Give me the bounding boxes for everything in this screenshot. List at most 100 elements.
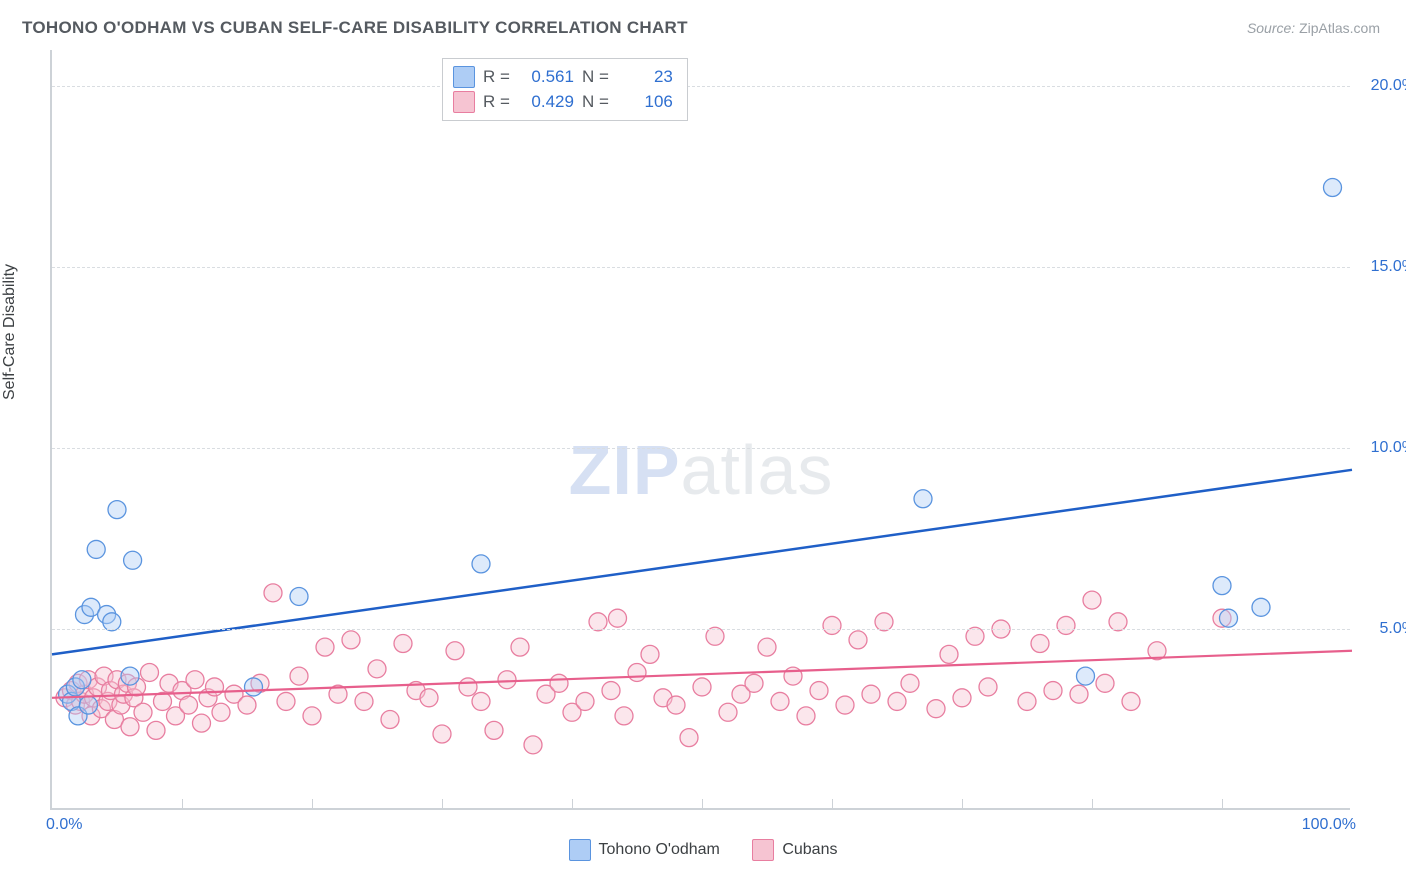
legend-bottom-swatch-tohono [569, 839, 591, 861]
scatter-point [1324, 179, 1342, 197]
scatter-point [1083, 591, 1101, 609]
scatter-point [680, 729, 698, 747]
legend-stats-row-cubans: R = 0.429 N = 106 [453, 90, 673, 115]
scatter-point [485, 721, 503, 739]
trend-line [52, 470, 1352, 655]
y-tick-label: 5.0% [1356, 620, 1406, 638]
scatter-point [609, 609, 627, 627]
scatter-point [368, 660, 386, 678]
legend-r-value-tohono: 0.561 [518, 65, 574, 90]
scatter-point [121, 718, 139, 736]
legend-n-value-cubans: 106 [617, 90, 673, 115]
scatter-point [771, 692, 789, 710]
legend-n-label-2: N = [582, 90, 609, 115]
scatter-point [524, 736, 542, 754]
scatter-point [550, 674, 568, 692]
scatter-point [316, 638, 334, 656]
legend-r-value-cubans: 0.429 [518, 90, 574, 115]
scatter-point [342, 631, 360, 649]
x-minor-tick [442, 799, 443, 809]
scatter-point [1070, 685, 1088, 703]
scatter-point [1018, 692, 1036, 710]
scatter-point [940, 645, 958, 663]
gridline [52, 86, 1350, 87]
scatter-point [836, 696, 854, 714]
scatter-point [355, 692, 373, 710]
gridline [52, 448, 1350, 449]
scatter-point [1057, 616, 1075, 634]
legend-bottom: Tohono O'odham Cubans [0, 839, 1406, 866]
x-minor-tick [702, 799, 703, 809]
source-attribution: Source: ZipAtlas.com [1247, 20, 1380, 36]
legend-swatch-tohono [453, 66, 475, 88]
scatter-point [914, 490, 932, 508]
legend-n-label: N = [582, 65, 609, 90]
scatter-point [134, 703, 152, 721]
scatter-point [459, 678, 477, 696]
scatter-point [927, 700, 945, 718]
x-minor-tick [962, 799, 963, 809]
scatter-point [245, 678, 263, 696]
plot-area: ZIPatlas 5.0%10.0%15.0%20.0%0.0%100.0% [50, 50, 1350, 810]
scatter-point [719, 703, 737, 721]
scatter-point [472, 555, 490, 573]
x-minor-tick [312, 799, 313, 809]
scatter-point [797, 707, 815, 725]
legend-item-tohono: Tohono O'odham [569, 839, 720, 861]
scatter-point [141, 663, 159, 681]
legend-n-value-tohono: 23 [617, 65, 673, 90]
scatter-point [615, 707, 633, 725]
chart-container: TOHONO O'ODHAM VS CUBAN SELF-CARE DISABI… [0, 0, 1406, 892]
scatter-point [124, 551, 142, 569]
scatter-point [758, 638, 776, 656]
scatter-point [901, 674, 919, 692]
scatter-point [576, 692, 594, 710]
scatter-point [693, 678, 711, 696]
chart-title: TOHONO O'ODHAM VS CUBAN SELF-CARE DISABI… [22, 18, 688, 38]
x-minor-tick [1092, 799, 1093, 809]
y-tick-label: 10.0% [1356, 439, 1406, 457]
x-minor-tick [832, 799, 833, 809]
scatter-point [193, 714, 211, 732]
scatter-point [511, 638, 529, 656]
scatter-point [180, 696, 198, 714]
scatter-point [745, 674, 763, 692]
source-label: Source: [1247, 20, 1295, 36]
y-axis-label: Self-Care Disability [1, 264, 19, 400]
legend-stats-row-tohono: R = 0.561 N = 23 [453, 65, 673, 90]
scatter-point [602, 682, 620, 700]
legend-r-label-2: R = [483, 90, 510, 115]
legend-item-cubans: Cubans [752, 839, 837, 861]
legend-bottom-label-cubans: Cubans [782, 841, 837, 859]
scatter-point [1220, 609, 1238, 627]
scatter-point [628, 663, 646, 681]
scatter-point [264, 584, 282, 602]
scatter-point [810, 682, 828, 700]
legend-swatch-cubans [453, 91, 475, 113]
scatter-point [290, 587, 308, 605]
scatter-point [1213, 577, 1231, 595]
scatter-point [862, 685, 880, 703]
scatter-point [498, 671, 516, 689]
scatter-point [238, 696, 256, 714]
scatter-point [1122, 692, 1140, 710]
gridline [52, 629, 1350, 630]
scatter-point [446, 642, 464, 660]
y-tick-label: 20.0% [1356, 77, 1406, 95]
scatter-point [394, 635, 412, 653]
scatter-point [303, 707, 321, 725]
scatter-point [121, 667, 139, 685]
x-minor-tick [182, 799, 183, 809]
scatter-point [277, 692, 295, 710]
legend-bottom-label-tohono: Tohono O'odham [599, 841, 720, 859]
x-tick-label-left: 0.0% [46, 816, 82, 834]
scatter-point [420, 689, 438, 707]
scatter-point [87, 540, 105, 558]
legend-r-label: R = [483, 65, 510, 90]
scatter-point [147, 721, 165, 739]
scatter-point [849, 631, 867, 649]
scatter-point [667, 696, 685, 714]
scatter-point [433, 725, 451, 743]
source-value: ZipAtlas.com [1299, 20, 1380, 36]
scatter-point [79, 696, 97, 714]
